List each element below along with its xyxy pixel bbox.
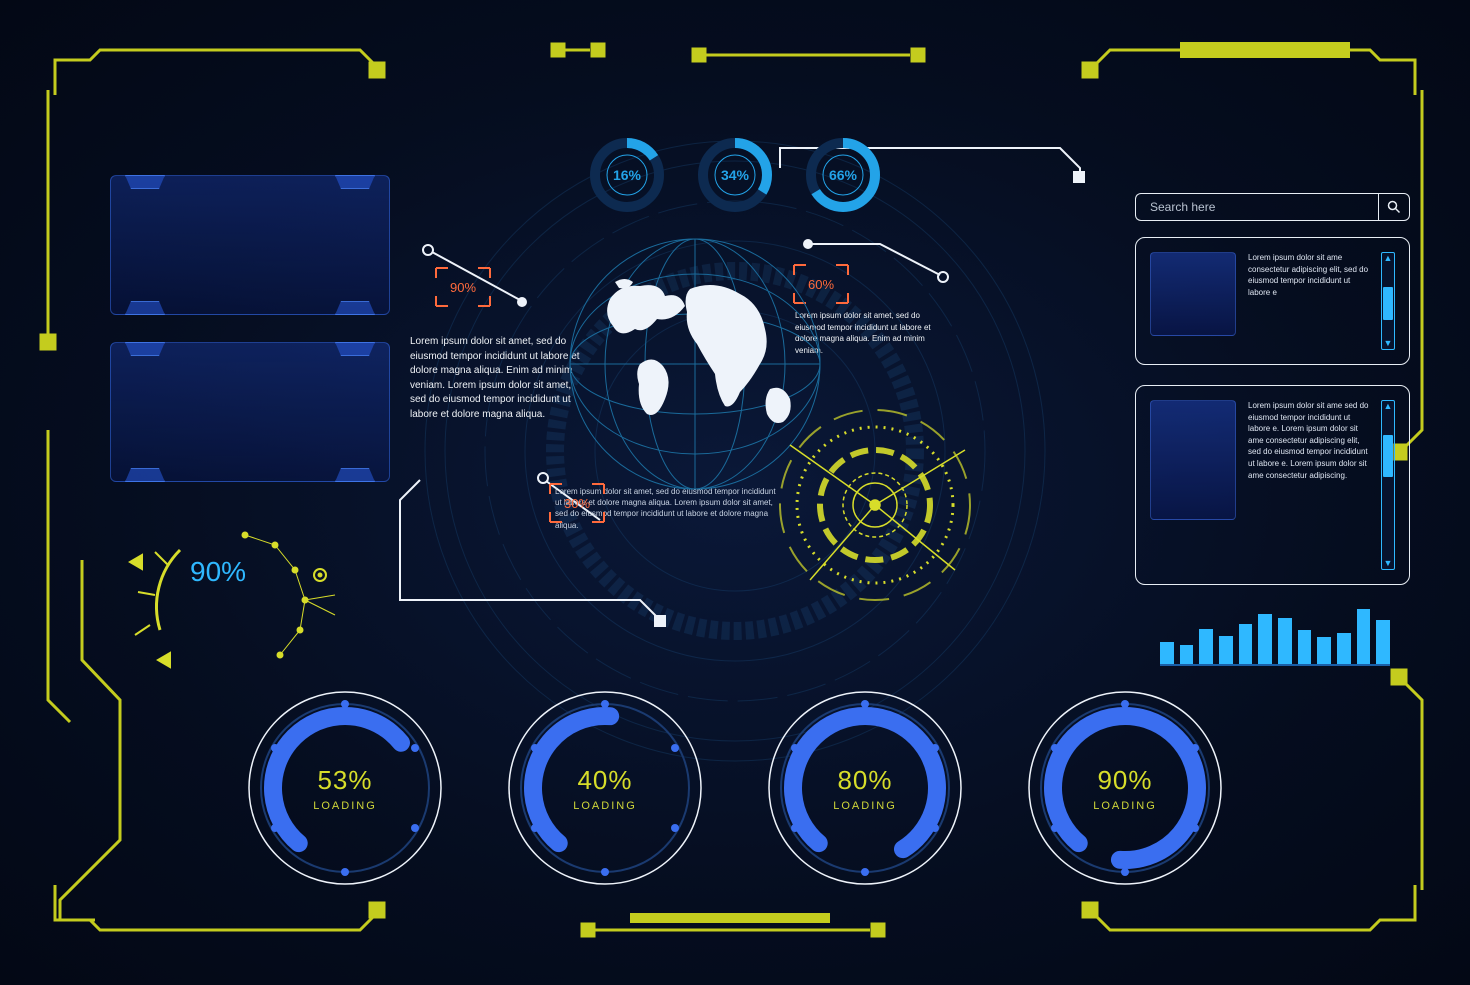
loading-dials: 53% LOADING 40% LOADING 80% LOADING 90% LOAD… <box>0 688 1470 888</box>
bar <box>1199 629 1213 664</box>
text-block-left: Lorem ipsum dolor sit amet, sed do eiusm… <box>410 335 580 422</box>
top-gauges: 16% 34% 66% <box>587 135 883 215</box>
dial-3-label: LOADING <box>833 800 897 812</box>
search-bar <box>1135 193 1410 221</box>
dial-4-pct: 90% <box>1097 765 1152 796</box>
callout-1-value: 90% <box>434 266 492 308</box>
dial-3: 80% LOADING <box>765 688 965 888</box>
radial-reticle <box>770 400 980 610</box>
info-panel-2: Lorem ipsum dolor sit ame sed do eiusmod… <box>1135 385 1410 585</box>
dial-1-pct: 53% <box>317 765 372 796</box>
bar <box>1357 609 1371 664</box>
dial-1-label: LOADING <box>313 800 377 812</box>
bar <box>1337 633 1351 664</box>
info-panel-2-text: Lorem ipsum dolor sit ame sed do eiusmod… <box>1248 400 1369 570</box>
bar <box>1258 614 1272 664</box>
left-panel-1 <box>110 175 390 315</box>
bar <box>1278 618 1292 664</box>
dial-2: 40% LOADING <box>505 688 705 888</box>
bar <box>1180 645 1194 664</box>
callout-1: 90% <box>434 266 492 308</box>
left-radial-gauge: 90% <box>120 500 370 680</box>
gauge-2: 34% <box>695 135 775 215</box>
dial-1: 53% LOADING <box>245 688 445 888</box>
info-panel-2-scrollbar[interactable]: ▲ ▼ <box>1381 400 1395 570</box>
bar <box>1317 637 1331 664</box>
gauge-1: 16% <box>587 135 667 215</box>
info-panel-1-scrollbar[interactable]: ▲ ▼ <box>1381 252 1395 350</box>
bar <box>1219 636 1233 664</box>
search-button[interactable] <box>1378 193 1410 221</box>
gauge-1-label: 16% <box>587 135 667 215</box>
info-panel-1-text: Lorem ipsum dolor sit ame consectetur ad… <box>1248 252 1369 350</box>
dial-2-label: LOADING <box>573 800 637 812</box>
dial-3-pct: 80% <box>837 765 892 796</box>
gauge-3: 66% <box>803 135 883 215</box>
search-icon <box>1387 200 1401 214</box>
bar <box>1160 642 1174 664</box>
left-panel-2 <box>110 342 390 482</box>
bar <box>1376 620 1390 664</box>
dial-4-label: LOADING <box>1093 800 1157 812</box>
bar <box>1298 630 1312 664</box>
gauge-3-label: 66% <box>803 135 883 215</box>
info-panel-1: Lorem ipsum dolor sit ame consectetur ad… <box>1135 237 1410 365</box>
search-input[interactable] <box>1135 193 1378 221</box>
left-radial-value: 90% <box>190 556 246 588</box>
bar <box>1239 624 1253 664</box>
gauge-2-label: 34% <box>695 135 775 215</box>
info-panel-1-thumb <box>1150 252 1236 336</box>
info-panel-2-thumb <box>1150 400 1236 520</box>
dial-2-pct: 40% <box>577 765 632 796</box>
bar-chart <box>1160 608 1390 666</box>
dial-4: 90% LOADING <box>1025 688 1225 888</box>
